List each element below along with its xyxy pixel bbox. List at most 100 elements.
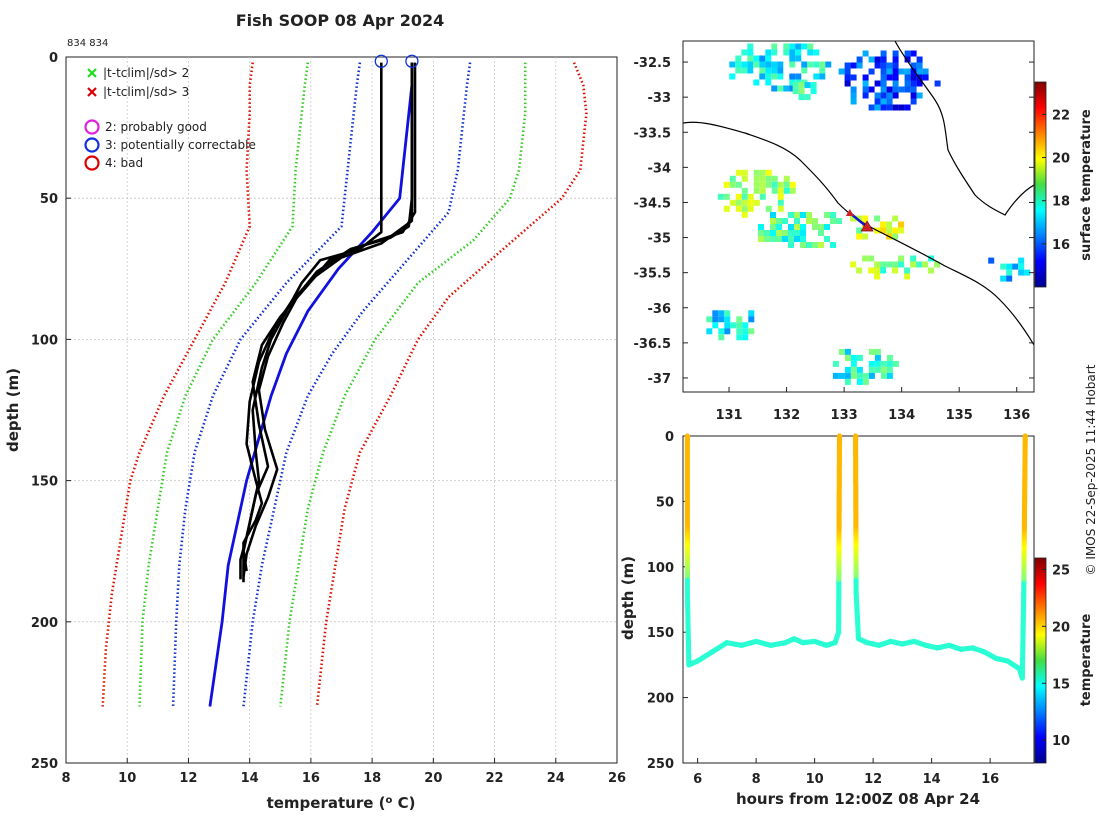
map-sst-cell	[904, 273, 911, 280]
map-sst-cell	[880, 360, 887, 367]
profile-y-tick-label: 200	[31, 616, 58, 631]
map-sst-cell	[886, 227, 893, 234]
map-sst-cell	[850, 86, 857, 93]
map-sst-cell	[874, 354, 881, 361]
map-sst-cell	[800, 230, 806, 236]
map-colorbar-label: surface temperature	[1079, 109, 1094, 261]
profile-series-line	[171, 62, 362, 707]
map-sst-cell	[880, 92, 887, 99]
map-sst-cell	[844, 68, 851, 75]
map-sst-cell	[818, 242, 824, 248]
map-sst-cell	[874, 98, 881, 105]
ts-y-tick-label: 100	[647, 561, 674, 576]
map-sst-cell	[824, 212, 830, 218]
map-colorbar-tick-label: 22	[1052, 108, 1070, 123]
map-sst-cell	[844, 80, 851, 87]
map-sst-cell	[898, 68, 905, 75]
legend-entry-label: 2: probably good	[105, 120, 207, 134]
map-sst-cell	[988, 257, 995, 264]
map-sst-cell	[818, 224, 824, 230]
map-sst-cell	[819, 67, 826, 74]
depth-time-chart: 6 8 10 12 14 16 0 50 100 150 200 250 hours from 12…	[619, 430, 1094, 808]
map-sst-cell	[800, 242, 806, 248]
map-sst-cell	[824, 236, 830, 242]
map-sst-cell	[741, 61, 748, 68]
map-sst-cell	[1000, 263, 1007, 270]
map-sst-cell	[789, 61, 796, 68]
map-sst-cell	[718, 334, 725, 341]
map-sst-cell	[807, 61, 814, 68]
ts-x-ticks: 6 8 10 12 14 16	[693, 758, 999, 787]
map-sst-cell	[812, 242, 818, 248]
ts-y-tick-label: 0	[665, 430, 674, 445]
map-sst-cell	[748, 310, 755, 317]
map-sst-cell	[904, 86, 911, 93]
map-sst-cell	[806, 242, 812, 248]
map-sst-cell	[874, 273, 881, 280]
map-sst-cell	[910, 92, 917, 99]
map-sst-cell	[892, 50, 899, 57]
map-sst-cell	[759, 187, 766, 194]
map-sst-cell	[741, 205, 748, 212]
ts-y-tick-label: 250	[647, 757, 674, 772]
map-sst-cell	[886, 98, 893, 105]
map-sst-cell	[898, 227, 905, 234]
ts-colorbar-tick-label: 25	[1052, 563, 1070, 578]
map-sst-cell	[717, 193, 724, 200]
map-colorbar-ticks: 16 18 20 22	[1042, 108, 1070, 253]
map-sst-cell	[723, 193, 730, 200]
map-sst-cell	[874, 215, 881, 222]
map-y-tick-label: -33.5	[634, 126, 671, 141]
legend-entry-label: 4: bad	[105, 156, 143, 170]
map-sst-cell	[904, 56, 911, 63]
map-sst-cells	[706, 43, 1031, 385]
map-sst-cell	[724, 316, 731, 323]
map-sst-cell	[892, 56, 899, 63]
map-sst-cell	[856, 378, 863, 385]
map-sst-cell	[747, 43, 754, 50]
map-sst-cell	[886, 360, 893, 367]
map-sst-cell	[706, 316, 713, 323]
map-y-tick-label: -35	[648, 232, 672, 247]
map-sst-cell	[735, 181, 742, 188]
map-sst-cell	[801, 43, 808, 50]
map-sst-cell	[718, 310, 725, 317]
map-sst-cell	[771, 73, 778, 80]
map-sst-cell	[856, 56, 863, 63]
map-y-tick-label: -33	[648, 91, 672, 106]
map-sst-cell	[747, 193, 754, 200]
map-sst-cell	[844, 354, 851, 361]
map-sst-cell	[838, 372, 845, 379]
map-sst-cell	[880, 372, 887, 379]
map-sst-cell	[910, 50, 917, 57]
imos-credit: © IMOS 22-Sep-2025 11:44 Hobart	[1084, 364, 1098, 575]
map-sst-cell	[910, 80, 917, 87]
map-sst-cell	[910, 255, 917, 262]
ts-colorbar-tick-label: 15	[1052, 677, 1070, 692]
map-sst-cell	[771, 175, 778, 182]
map-sst-cell	[880, 74, 887, 81]
map-sst-cell	[723, 205, 730, 212]
map-sst-cell	[886, 221, 893, 228]
map-sst-cell	[753, 175, 760, 182]
map-sst-cell	[753, 169, 760, 176]
map-sst-cell	[880, 366, 887, 373]
map-sst-cell	[712, 310, 719, 317]
map-sst-cell	[880, 98, 887, 105]
map-sst-cell	[788, 224, 794, 230]
map-sst-cell	[759, 73, 766, 80]
map-sst-cell	[874, 56, 881, 63]
map-sst-cell	[862, 50, 869, 57]
map-sst-cell	[800, 236, 806, 242]
map-sst-cell	[729, 73, 736, 80]
legend-x-marker-icon	[87, 87, 97, 97]
map-sst-cell	[747, 205, 754, 212]
profile-y-tick-label: 100	[31, 333, 58, 348]
map-sst-cell	[850, 62, 857, 69]
profile-x-tick-label: 14	[241, 771, 259, 786]
map-sst-cell	[777, 181, 784, 188]
map-sst-cell	[789, 55, 796, 62]
map-sst-cell	[777, 85, 784, 92]
profile-y-tick-label: 250	[31, 757, 58, 772]
